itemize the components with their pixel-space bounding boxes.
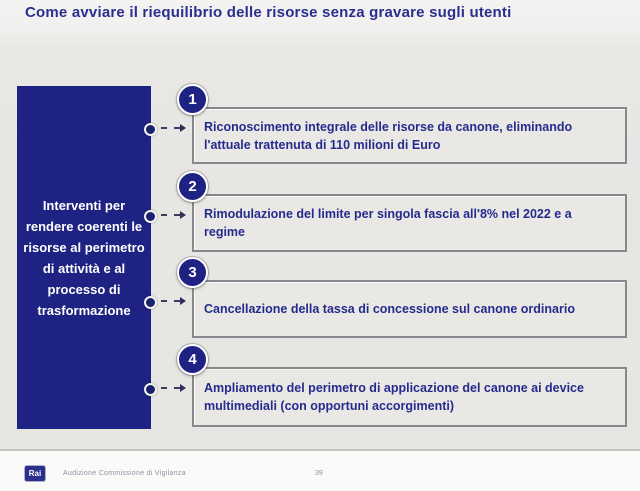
connector-dot [144, 210, 157, 223]
step-number-badge: 1 [177, 84, 208, 115]
slide-bottom-divider [0, 449, 640, 451]
step-box: Rimodulazione del limite per singola fas… [192, 194, 627, 252]
arrow-right-icon [161, 384, 186, 392]
rai-logo: Rai [25, 466, 45, 481]
rai-logo-text: Rai [28, 469, 42, 478]
footer: Rai Audizione Commissione di Vigilanza 3… [0, 451, 640, 491]
slide-title: Come avviare il riequilibrio delle risor… [25, 4, 512, 21]
page-number: 39 [315, 470, 323, 477]
step-box: Cancellazione della tassa di concessione… [192, 280, 627, 338]
step-number: 4 [188, 351, 197, 368]
arrow-right-icon [161, 124, 186, 132]
step-number: 2 [188, 178, 197, 195]
step-number-badge: 3 [177, 257, 208, 288]
step-box: Riconoscimento integrale delle risorse d… [192, 107, 627, 164]
left-summary-text: Interventi per rendere coerenti le risor… [23, 197, 145, 318]
step-number: 1 [188, 91, 197, 108]
step-text: Riconoscimento integrale delle risorse d… [204, 119, 573, 152]
arrow-right-icon [161, 211, 186, 219]
step-text: Cancellazione della tassa di concessione… [204, 302, 575, 316]
connector-dot [144, 383, 157, 396]
step-box: Ampliamento del perimetro di applicazion… [192, 367, 627, 427]
step-number-badge: 2 [177, 171, 208, 202]
connector-dot [144, 296, 157, 309]
step-number: 3 [188, 264, 197, 281]
left-summary-panel: Interventi per rendere coerenti le risor… [17, 86, 151, 429]
connector-dot [144, 123, 157, 136]
step-number-badge: 4 [177, 344, 208, 375]
step-text: Rimodulazione del limite per singola fas… [204, 207, 572, 239]
step-text: Ampliamento del perimetro di applicazion… [204, 381, 584, 413]
footer-caption: Audizione Commissione di Vigilanza [63, 470, 186, 477]
arrow-right-icon [161, 297, 186, 305]
